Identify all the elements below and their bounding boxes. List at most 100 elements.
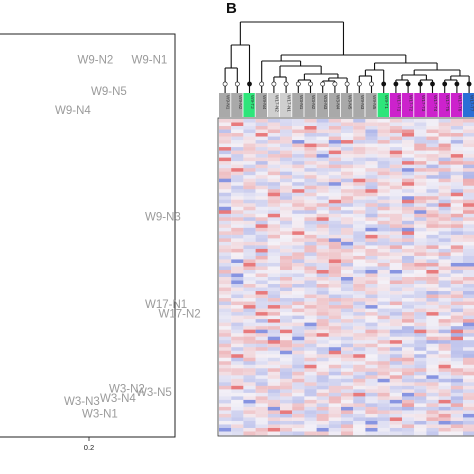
heatmap-cell — [389, 385, 402, 390]
heatmap-cell — [426, 150, 439, 155]
pca-point-w3-n4: W3-N4 — [100, 393, 136, 405]
heatmap-cell — [426, 291, 439, 295]
heatmap-cell — [353, 280, 366, 285]
heatmap-cell — [255, 157, 268, 162]
heatmap-cell — [219, 340, 232, 345]
heatmap-cell — [365, 213, 378, 218]
heatmap-cell — [267, 357, 280, 362]
heatmap-cell — [438, 154, 451, 158]
heatmap-cell — [280, 392, 293, 397]
heatmap-cell — [316, 262, 329, 267]
heatmap-cell — [255, 361, 268, 366]
heatmap-cell — [280, 382, 293, 387]
heatmap-cell — [426, 196, 439, 201]
heatmap-cell — [389, 126, 402, 130]
heatmap-cell — [353, 140, 366, 144]
heatmap-cell — [438, 273, 451, 278]
heatmap-cell — [328, 143, 341, 148]
heatmap-cell — [438, 308, 451, 313]
heatmap-cell — [292, 312, 305, 316]
heatmap-cell — [402, 136, 415, 141]
heatmap-cell — [414, 343, 427, 348]
heatmap-cell — [243, 199, 256, 204]
heatmap-cell — [243, 213, 256, 218]
heatmap-cell — [402, 319, 415, 323]
heatmap-cell — [389, 182, 402, 187]
heatmap-cell — [463, 312, 474, 316]
heatmap-cell — [377, 140, 390, 144]
leaf-marker — [369, 81, 374, 87]
heatmap-cell — [316, 213, 329, 218]
heatmap-cell — [353, 427, 366, 432]
heatmap-cell — [389, 305, 402, 309]
heatmap-cell — [292, 182, 305, 187]
heatmap-cell — [316, 168, 329, 172]
heatmap-cell — [389, 308, 402, 313]
heatmap-cell — [463, 326, 474, 330]
heatmap-cell — [365, 343, 378, 348]
heatmap-cell — [463, 262, 474, 267]
heatmap-cell — [316, 347, 329, 352]
leaf-marker — [381, 81, 387, 87]
heatmap-cell — [219, 213, 232, 218]
heatmap-cell — [389, 248, 402, 253]
heatmap-cell — [280, 410, 293, 415]
heatmap-cell — [438, 241, 451, 246]
heatmap-cell — [341, 406, 354, 411]
heatmap-cell — [365, 196, 378, 201]
heatmap-cell — [267, 133, 280, 137]
heatmap-cell — [365, 322, 378, 327]
heatmap-cell — [450, 164, 463, 169]
heatmap-cell — [292, 136, 305, 141]
heatmap-cell — [219, 336, 232, 341]
heatmap-cell — [292, 189, 305, 194]
heatmap-cell — [316, 357, 329, 362]
heatmap-cell — [316, 294, 329, 299]
heatmap-cell — [450, 312, 463, 316]
heatmap-cell — [414, 294, 427, 299]
heatmap-cell — [426, 277, 439, 281]
heatmap-cell — [231, 119, 244, 123]
heatmap-cell — [414, 298, 427, 302]
heatmap-cell — [414, 413, 427, 418]
heatmap-cell — [267, 206, 280, 211]
heatmap-cell — [304, 287, 317, 292]
heatmap-cell — [243, 255, 256, 260]
heatmap-cell — [377, 301, 390, 306]
heatmap-cell — [463, 196, 474, 201]
heatmap-cell — [353, 206, 366, 211]
heatmap-cell — [438, 231, 451, 236]
heatmap-cell — [377, 147, 390, 151]
heatmap-cell — [365, 182, 378, 187]
heatmap-cell — [267, 126, 280, 130]
heatmap-cell — [463, 231, 474, 236]
heatmap-cell — [341, 147, 354, 151]
heatmap-cell — [365, 199, 378, 204]
heatmap-cell — [450, 326, 463, 330]
heatmap-cell — [231, 371, 244, 376]
heatmap-cell — [267, 396, 280, 401]
heatmap-cell — [255, 298, 268, 302]
heatmap-cell — [219, 343, 232, 348]
heatmap-cell — [292, 164, 305, 169]
heatmap-cell — [267, 364, 280, 369]
heatmap-cell — [353, 326, 366, 330]
heatmap-cell — [255, 140, 268, 144]
heatmap-cell — [389, 424, 402, 429]
heatmap-cell — [438, 119, 451, 123]
heatmap-cell — [426, 154, 439, 158]
heatmap-cell — [402, 171, 415, 176]
heatmap-cell — [377, 227, 390, 232]
heatmap-cell — [219, 143, 232, 148]
heatmap-cell — [280, 168, 293, 172]
heatmap-cell — [365, 403, 378, 408]
heatmap-cell — [365, 294, 378, 299]
heatmap-cell — [255, 392, 268, 397]
heatmap-cell — [316, 248, 329, 253]
heatmap-cell — [426, 192, 439, 197]
heatmap-cell — [304, 126, 317, 130]
heatmap-cell — [267, 298, 280, 302]
heatmap-cell — [243, 150, 256, 155]
heatmap-cell — [341, 364, 354, 369]
heatmap-cell — [365, 262, 378, 267]
